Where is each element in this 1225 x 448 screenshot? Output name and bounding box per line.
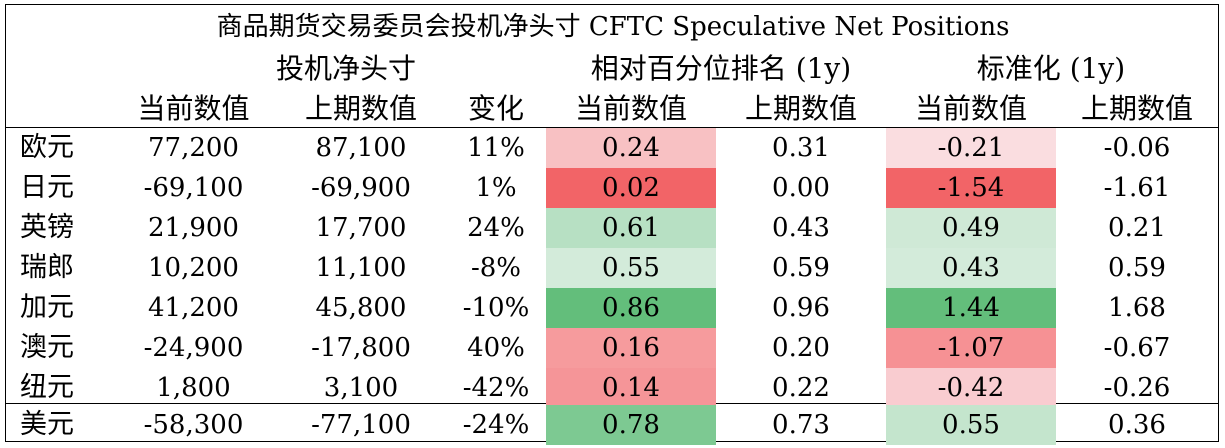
subheader-change: 变化 [467,92,524,125]
row-label: 美元 [20,409,74,440]
table-title: 商品期货交易委员会投机净头寸 CFTC Speculative Net Posi… [216,12,1010,42]
cell-pct-current: 0.24 [546,128,716,168]
cell-pct-previous: 0.59 [772,253,830,283]
cell-net-previous: -69,900 [311,173,411,203]
cell-pct-previous: 0.96 [772,293,830,323]
cell-net-current: -24,900 [143,333,244,363]
cell-std-previous: 1.68 [1108,293,1166,323]
subheader-pct-previous: 上期数值 [744,92,857,125]
cell-change: 24% [467,213,525,243]
subheader-net-current: 当前数值 [137,92,250,125]
cell-net-previous: -17,800 [311,333,411,363]
cell-pct-current: 0.16 [546,328,716,368]
cell-net-current: -69,100 [143,173,244,203]
cell-net-previous: 11,100 [315,253,407,283]
cftc-table: 商品期货交易委员会投机净头寸 CFTC Speculative Net Posi… [5,4,1219,445]
cell-net-previous: 45,800 [315,293,407,323]
cell-std-previous: -0.67 [1103,333,1171,363]
cell-net-current: 77,200 [148,133,239,163]
cell-pct-previous: 0.31 [772,133,830,163]
cell-pct-current: 0.86 [546,288,716,328]
cell-std-previous: -0.26 [1103,373,1171,403]
row-label: 加元 [20,292,74,323]
cell-std-previous: 0.36 [1108,410,1166,440]
cell-std-previous: 0.21 [1108,213,1166,243]
cell-pct-current: 0.02 [546,168,716,208]
subheader-net-previous: 上期数值 [304,92,417,125]
cell-change: 1% [475,173,517,203]
table-row: 瑞郎 10,200 11,100 -8% 0.55 0.59 0.43 0.59 [6,248,1218,288]
cell-net-current: -58,300 [143,410,244,440]
cell-std-current: 0.55 [886,405,1056,445]
table-row: 加元 41,200 45,800 -10% 0.86 0.96 1.44 1.68 [6,288,1218,328]
cell-pct-current: 0.55 [546,248,716,288]
cell-std-previous: -1.61 [1103,173,1171,203]
cell-net-current: 1,800 [156,373,231,403]
cell-net-previous: 87,100 [315,133,407,163]
cell-pct-current: 0.61 [546,208,716,248]
table-row: 纽元 1,800 3,100 -42% 0.14 0.22 -0.42 -0.26 [6,368,1218,408]
subheader-std-previous: 上期数值 [1080,92,1193,125]
row-label: 纽元 [20,372,74,403]
subheader-std-current: 当前数值 [914,92,1027,125]
table-row: 日元 -69,100 -69,900 1% 0.02 0.00 -1.54 -1.61 [6,168,1218,208]
cell-net-current: 10,200 [148,253,239,283]
cell-pct-previous: 0.73 [772,410,830,440]
row-label: 日元 [20,172,74,203]
cell-change: -42% [462,373,530,403]
cell-std-current: 1.44 [886,288,1056,328]
row-label: 英镑 [20,212,74,243]
cell-pct-current: 0.14 [546,368,716,408]
cell-std-current: -0.21 [886,128,1056,168]
group-header-standardized: 标准化 (1y) [976,52,1126,85]
row-label: 瑞郎 [20,252,74,283]
table-row: 澳元 -24,900 -17,800 40% 0.16 0.20 -1.07 -0.67 [6,328,1218,368]
cell-pct-current: 0.78 [546,405,716,445]
row-label: 澳元 [20,332,74,363]
cell-change: -8% [470,253,522,283]
group-header-net-positions: 投机净头寸 [275,52,416,85]
cell-net-previous: 17,700 [315,213,407,243]
cell-std-current: -1.54 [886,168,1056,208]
cell-pct-previous: 0.00 [772,173,830,203]
cell-change: 11% [467,133,525,163]
cell-std-current: -1.07 [886,328,1056,368]
cell-pct-previous: 0.43 [772,213,830,243]
cell-net-previous: 3,100 [323,373,399,403]
cell-pct-previous: 0.20 [772,333,830,363]
cell-pct-previous: 0.22 [772,373,830,403]
table-row: 美元 -58,300 -77,100 -24% 0.78 0.73 0.55 0.36 [6,405,1218,445]
cell-std-current: 0.43 [886,248,1056,288]
cell-net-previous: -77,100 [311,410,411,440]
subheader-pct-current: 当前数值 [574,92,687,125]
cell-change: -10% [462,293,530,323]
cell-net-current: 41,200 [148,293,239,323]
table-row: 英镑 21,900 17,700 24% 0.61 0.43 0.49 0.21 [6,208,1218,248]
table-row: 欧元 77,200 87,100 11% 0.24 0.31 -0.21 -0.06 [6,128,1218,168]
cell-net-current: 21,900 [148,213,239,243]
cell-std-previous: 0.59 [1108,253,1166,283]
cell-std-current: 0.49 [886,208,1056,248]
row-label: 欧元 [20,132,74,163]
group-header-percentile-rank: 相对百分位排名 (1y) [590,52,852,85]
cell-change: -24% [462,410,530,440]
cell-change: 40% [467,333,525,363]
header-divider [6,127,1218,128]
cell-std-previous: -0.06 [1103,133,1171,163]
cell-std-current: -0.42 [886,368,1056,408]
